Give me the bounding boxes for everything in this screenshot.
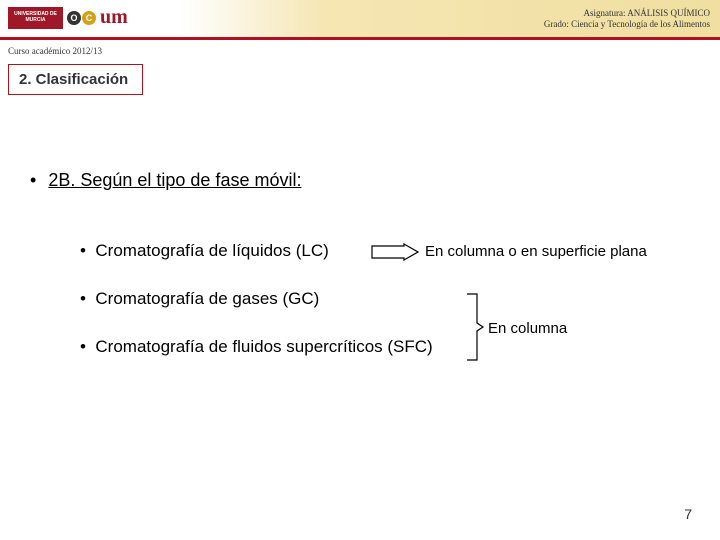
bullet-icon: •	[30, 170, 36, 191]
section-title: 2. Clasificación	[8, 64, 143, 95]
list-item: • Cromatografía de líquidos (LC) En colu…	[80, 241, 690, 261]
curso-label: Curso académico 2012/13	[8, 46, 102, 56]
logo-block: UNIVERSIDAD DE MURCIA O C um	[8, 6, 128, 29]
ocw-c-icon: C	[82, 11, 96, 25]
bullet-icon: •	[80, 337, 95, 356]
item-label: Cromatografía de fluidos supercríticos (…	[95, 337, 432, 357]
item-label: Cromatografía de gases (GC)	[95, 289, 319, 309]
page-number: 7	[684, 506, 692, 522]
ocw-logo: O C um	[67, 6, 128, 29]
slide-header: UNIVERSIDAD DE MURCIA O C um Asignatura:…	[0, 0, 720, 40]
grado-label: Grado: Ciencia y Tecnología de los Alime…	[544, 19, 710, 30]
umu-logo: UNIVERSIDAD DE MURCIA	[8, 7, 63, 29]
content-area: • 2B. Según el tipo de fase móvil: • Cro…	[30, 170, 690, 385]
bracket-icon	[465, 292, 485, 362]
list-item: • Cromatografía de gases (GC)	[80, 289, 690, 309]
asignatura-label: Asignatura: ANÁLISIS QUÍMICO	[544, 8, 710, 19]
main-bullet: • 2B. Según el tipo de fase móvil:	[30, 170, 690, 191]
arrow-icon	[370, 243, 420, 261]
ocw-o-icon: O	[67, 11, 81, 25]
bullet-icon: •	[80, 289, 95, 308]
item-label: Cromatografía de líquidos (LC)	[95, 241, 328, 261]
bullet-icon: •	[80, 241, 95, 260]
header-course-info: Asignatura: ANÁLISIS QUÍMICO Grado: Cien…	[544, 8, 710, 30]
list-item: • Cromatografía de fluidos supercríticos…	[80, 337, 690, 357]
um-text-logo: um	[100, 6, 128, 29]
sub-list: • Cromatografía de líquidos (LC) En colu…	[80, 241, 690, 357]
bracket-note: En columna	[488, 320, 567, 337]
item-note: En columna o en superficie plana	[425, 243, 647, 260]
main-bullet-text: 2B. Según el tipo de fase móvil:	[48, 170, 301, 191]
